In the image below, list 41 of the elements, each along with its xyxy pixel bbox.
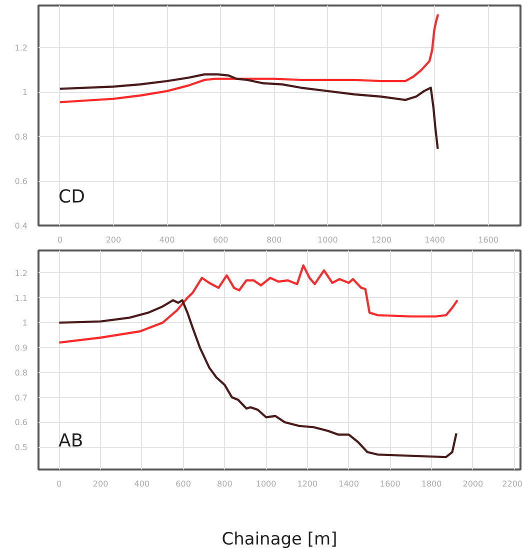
annotation: CD (58, 186, 85, 208)
x-tick-label: 0 (57, 236, 62, 244)
x-tick-label: 600 (212, 236, 228, 244)
x-tick-label: 400 (159, 236, 175, 244)
x-tick-label: 1400 (424, 236, 445, 244)
x-tick-label: 1800 (421, 480, 442, 488)
x-tick-label: 200 (106, 236, 122, 244)
y-tick-label: 1.2 (14, 268, 28, 278)
y-tick-label: 0.9 (14, 344, 28, 353)
line-series (58, 299, 458, 458)
x-tick-label: 2200 (502, 480, 522, 488)
x-tick-label: 1000 (318, 236, 338, 244)
line-series (58, 13, 440, 104)
x-tick-label: 1600 (380, 480, 400, 488)
x-tick-label: 2000 (462, 480, 484, 488)
line-series (58, 264, 459, 344)
y-tick-label: 1.1 (14, 294, 28, 303)
y-tick-label: 0.6 (14, 418, 28, 428)
x-tick-label: 800 (266, 236, 282, 244)
y-tick-label: 1 (22, 88, 28, 98)
annotation: AB (58, 430, 84, 452)
x-tick-label: 200 (92, 480, 108, 488)
y-tick-label: 0.8 (14, 368, 28, 378)
x-tick-label: 1200 (371, 236, 392, 244)
y-tick-label: 0.5 (14, 443, 28, 452)
x-tick-label: 1600 (478, 236, 499, 244)
x-tick-label: 0 (56, 480, 62, 488)
y-tick-label: 0.7 (14, 393, 28, 402)
y-tick-label: 1.2 (14, 44, 28, 53)
y-tick-label: 1 (22, 318, 28, 328)
x-axis-title: Chainage [m] (222, 530, 338, 550)
x-tick-label: 1400 (338, 480, 359, 488)
y-tick-label: 0.8 (14, 132, 28, 142)
line-series (58, 73, 439, 150)
x-tick-label: 1000 (256, 480, 276, 488)
y-tick-label: 0.4 (14, 222, 28, 230)
x-tick-label: 600 (176, 480, 191, 488)
x-tick-label: 800 (217, 480, 232, 488)
x-tick-label: 1200 (297, 480, 318, 488)
y-tick-label: 0.6 (14, 177, 28, 186)
x-tick-label: 400 (134, 480, 150, 488)
